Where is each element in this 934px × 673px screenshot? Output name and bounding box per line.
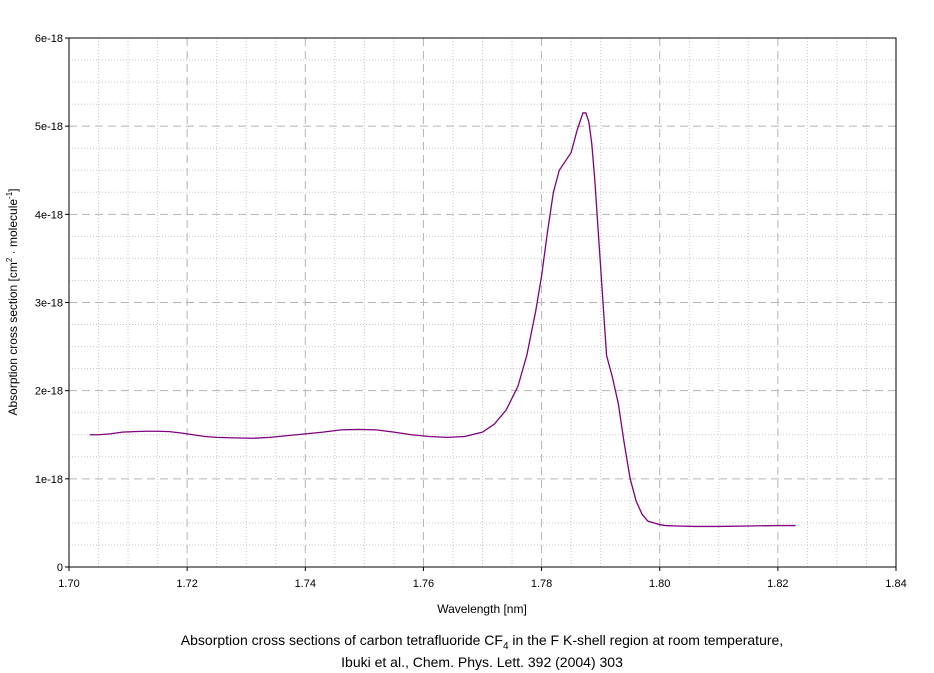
y-axis-label: Absorption cross section [cm2 · molecule… <box>5 188 20 415</box>
y-tick-label: 4e-18 <box>35 209 63 221</box>
y-axis-label-middle: · molecule <box>6 199 20 258</box>
y-tick-label: 1e-18 <box>35 474 63 486</box>
x-tick-label: 1.80 <box>649 578 670 590</box>
x-tick-label: 1.70 <box>58 578 79 590</box>
y-tick-label: 2e-18 <box>35 386 63 398</box>
caption-line-1: Absorption cross sections of carbon tetr… <box>181 632 783 652</box>
y-tick-label: 0 <box>57 562 63 574</box>
series-line <box>89 112 796 528</box>
caption-line1-suffix: in the F K-shell region at room temperat… <box>509 632 784 648</box>
y-tick-label: 3e-18 <box>35 298 63 310</box>
y-axis-label-sup1: 2 <box>5 257 14 262</box>
y-tick-label: 5e-18 <box>35 121 63 133</box>
x-tick-label: 1.78 <box>531 578 552 590</box>
y-axis-label-suffix: ] <box>6 188 20 191</box>
caption-line1-sub: 4 <box>503 641 509 652</box>
y-axis-label-prefix: Absorption cross section [cm <box>6 262 20 415</box>
y-axis-label-sup2: -1 <box>5 191 14 199</box>
x-tick-label: 1.72 <box>176 578 197 590</box>
caption-line-2: Ibuki et al., Chem. Phys. Lett. 392 (200… <box>341 654 623 670</box>
caption-line1-prefix: Absorption cross sections of carbon tetr… <box>181 632 503 648</box>
y-tick-label: 6e-18 <box>35 33 63 45</box>
x-axis-label: Wavelength [nm] <box>437 602 527 616</box>
x-tick-label: 1.74 <box>295 578 316 590</box>
x-tick-label: 1.76 <box>413 578 434 590</box>
y-axis-ticks: 0 1e-18 2e-18 3e-18 4e-18 5e-18 6e-18 <box>35 33 69 574</box>
x-tick-label: 1.84 <box>885 578 906 590</box>
x-tick-label: 1.82 <box>767 578 788 590</box>
major-grid <box>69 38 896 567</box>
x-axis-ticks: 1.70 1.72 1.74 1.76 1.78 1.80 1.82 1.84 <box>58 567 907 590</box>
